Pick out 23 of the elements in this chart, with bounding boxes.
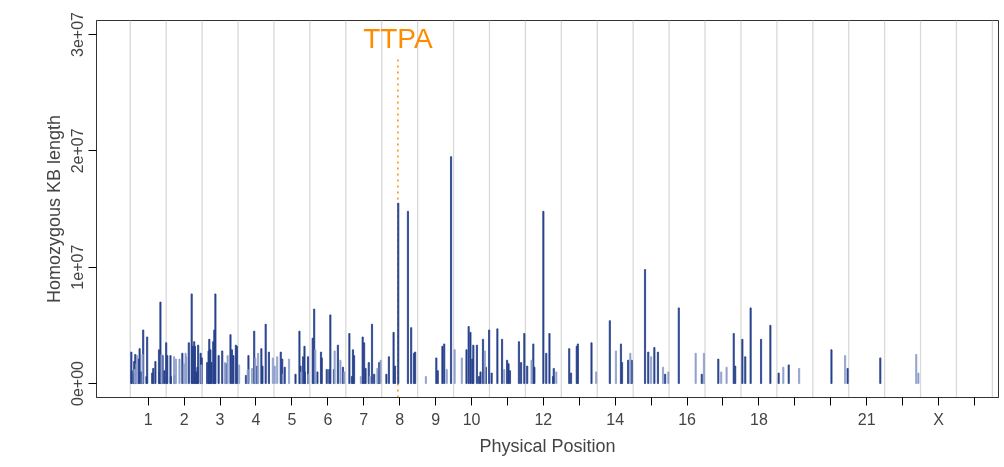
x-tick-label: 6 — [323, 410, 333, 428]
y-tick-label: 3e+07 — [69, 11, 87, 57]
x-tick-label: 2 — [179, 410, 189, 428]
x-tick-label: 7 — [359, 410, 369, 428]
x-tick-label: 4 — [251, 410, 261, 428]
x-tick-label: 16 — [678, 410, 697, 428]
x-tick-label: 14 — [606, 410, 625, 428]
x-tick-label: X — [933, 410, 945, 428]
ref-line-label: TTPA — [363, 22, 433, 54]
x-tick-label: 1 — [143, 410, 153, 428]
x-tick-label: 9 — [431, 410, 441, 428]
x-tick-label: 3 — [215, 410, 225, 428]
y-tick-label: 2e+07 — [69, 128, 87, 174]
x-tick-label: 18 — [750, 410, 768, 428]
y-tick-label: 1e+07 — [69, 244, 87, 290]
x-axis-title: Physical Position — [479, 435, 616, 456]
y-axis-title: Homozygous KB length — [43, 114, 64, 304]
x-tick-label: 10 — [462, 410, 481, 428]
x-tick-label: 12 — [534, 410, 553, 428]
x-tick-label: 8 — [395, 410, 405, 428]
x-tick-label: 21 — [857, 410, 876, 428]
y-tick-label: 0e+00 — [69, 360, 87, 407]
x-tick-label: 5 — [287, 410, 297, 428]
